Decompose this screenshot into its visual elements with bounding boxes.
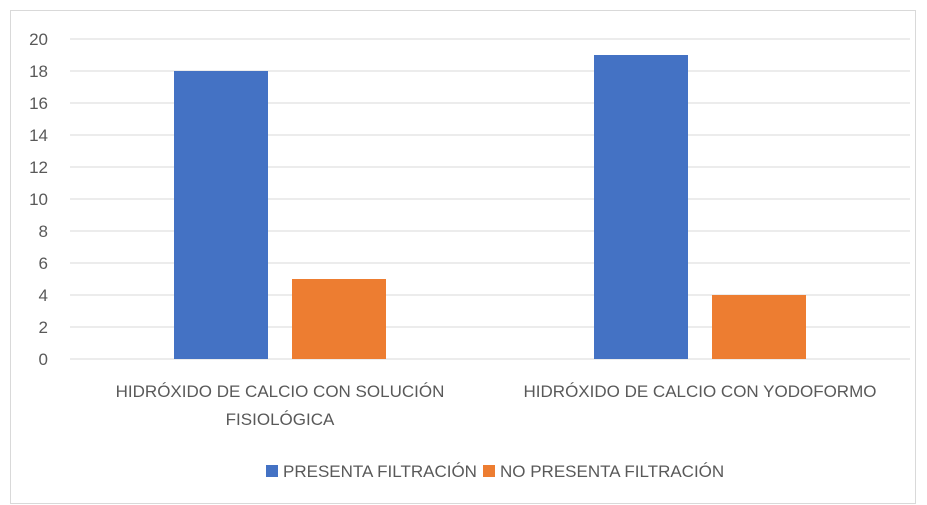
y-tick-label: 0: [39, 350, 48, 369]
x-category-label: HIDRÓXIDO DE CALCIO CON SOLUCIÓN: [116, 382, 445, 401]
y-axis-tick-labels: 0 2 4 6 8 10 12 14 16 18 20: [29, 30, 48, 369]
legend-label: PRESENTA FILTRACIÓN: [283, 462, 477, 481]
y-tick-label: 16: [29, 94, 48, 113]
y-tick-label: 2: [39, 318, 48, 337]
y-tick-label: 18: [29, 62, 48, 81]
bar-no-presenta-2: [712, 295, 806, 359]
y-tick-label: 6: [39, 254, 48, 273]
bar-presenta-1: [174, 71, 268, 359]
legend-item: PRESENTA FILTRACIÓN: [266, 462, 477, 481]
legend-swatch: [266, 465, 278, 477]
y-tick-label: 4: [39, 286, 48, 305]
y-tick-label: 10: [29, 190, 48, 209]
chart-frame: [10, 10, 916, 504]
legend: PRESENTA FILTRACIÓN NO PRESENTA FILTRACIÓ…: [266, 462, 724, 481]
legend-swatch: [483, 465, 495, 477]
bar-no-presenta-1: [292, 279, 386, 359]
legend-item: NO PRESENTA FILTRACIÓN: [483, 462, 724, 481]
x-axis-category-labels: HIDRÓXIDO DE CALCIO CON SOLUCIÓN FISIOLÓG…: [116, 382, 877, 429]
y-tick-label: 8: [39, 222, 48, 241]
bar-presenta-2: [594, 55, 688, 359]
y-tick-label: 20: [29, 30, 48, 49]
legend-label: NO PRESENTA FILTRACIÓN: [500, 462, 724, 481]
x-category-label: HIDRÓXIDO DE CALCIO CON YODOFORMO: [524, 382, 877, 401]
bars: [174, 55, 806, 359]
y-tick-label: 12: [29, 158, 48, 177]
y-tick-label: 14: [29, 126, 48, 145]
x-category-label: FISIOLÓGICA: [226, 410, 335, 429]
